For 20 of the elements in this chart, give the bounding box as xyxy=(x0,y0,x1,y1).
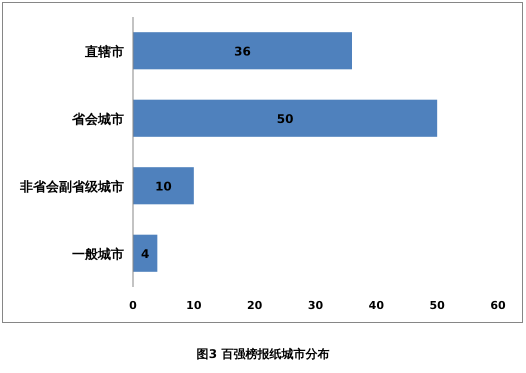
data-label: 10 xyxy=(155,179,172,194)
x-tick-label: 40 xyxy=(368,299,384,312)
x-tick-label: 60 xyxy=(490,299,506,312)
x-tick-label: 20 xyxy=(247,299,263,312)
y-tick-label: 省会城市 xyxy=(71,111,124,128)
text: 图3 百强榜报纸城市分布 xyxy=(196,347,330,361)
bar xyxy=(133,167,194,204)
x-tick-label: 30 xyxy=(308,299,324,312)
x-tick-label: 10 xyxy=(186,299,202,312)
bar xyxy=(133,234,158,272)
bar xyxy=(133,32,352,70)
data-label: 50 xyxy=(276,112,294,126)
bar xyxy=(133,100,438,137)
y-tick-label: 直辖市 xyxy=(84,44,124,60)
data-label: 4 xyxy=(140,246,150,261)
y-tick-label: 非省会副省级城市 xyxy=(19,178,124,195)
x-tick-label: 0 xyxy=(129,299,138,312)
x-tick-label: 50 xyxy=(430,299,446,312)
data-label: 36 xyxy=(234,44,251,58)
y-tick-label: 一般城市 xyxy=(72,246,124,262)
